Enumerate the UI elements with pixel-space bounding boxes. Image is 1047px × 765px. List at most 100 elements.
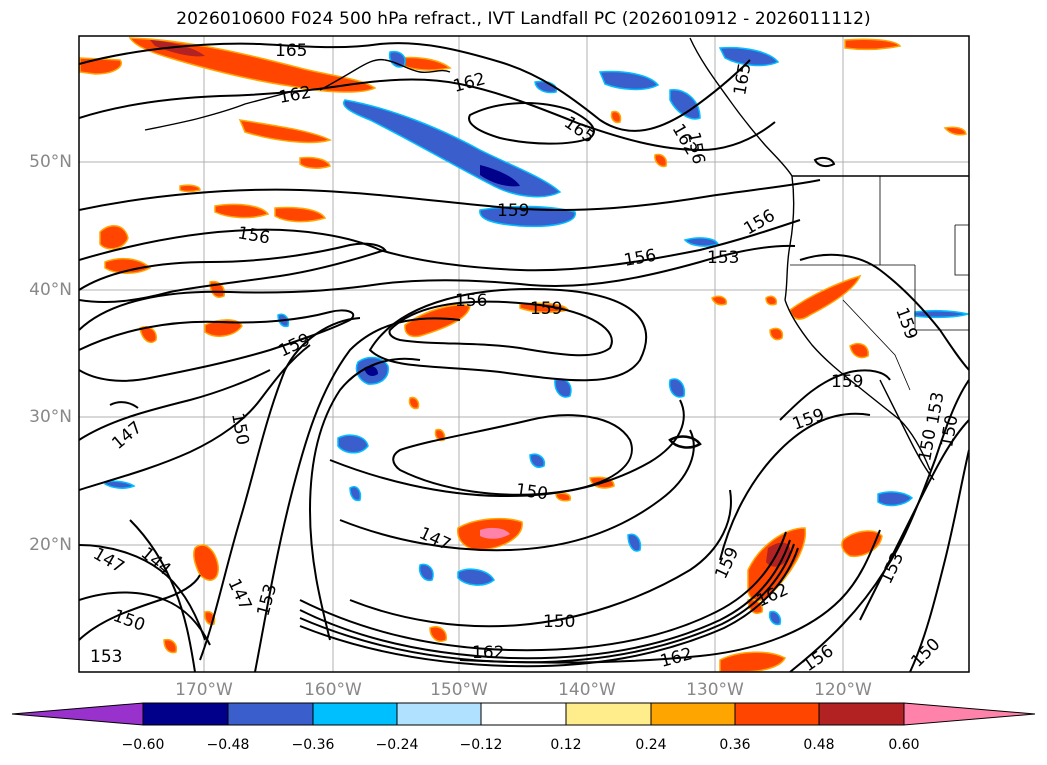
coastline-alaska xyxy=(319,58,451,91)
warm-patch xyxy=(163,638,178,654)
warm-patch xyxy=(844,38,902,51)
colorbar-tick-label: −0.24 xyxy=(375,737,419,753)
border-state xyxy=(914,265,969,331)
contour-jet-2 xyxy=(299,543,795,664)
warm-patch xyxy=(79,57,122,75)
contour-label: 165 xyxy=(730,61,755,96)
lon-label-170w: 170°W xyxy=(175,680,233,700)
lat-label-50n: 50°N xyxy=(29,152,72,172)
contour-159e xyxy=(779,369,891,421)
colorbar-tick-label: −0.12 xyxy=(459,737,503,753)
border-state xyxy=(954,224,969,276)
contour-159d xyxy=(719,412,871,561)
warm-patch xyxy=(765,295,778,306)
negative-anomaly-patches xyxy=(104,46,969,626)
cool-patch xyxy=(457,568,495,586)
contour-153 xyxy=(79,244,796,331)
cool-patch xyxy=(418,563,434,582)
lon-label-120w: 120°W xyxy=(814,680,872,700)
colorbar-bin xyxy=(480,702,567,726)
colorbar-extend-high xyxy=(903,702,1036,726)
cool-patch xyxy=(554,378,572,398)
border-state xyxy=(879,176,915,266)
warm-patch xyxy=(434,428,446,442)
contour-156b xyxy=(79,242,387,303)
cool-patch xyxy=(914,309,969,319)
colorbar-bin xyxy=(396,702,482,726)
contour-label: 150 xyxy=(543,612,575,632)
contour-150b xyxy=(909,449,969,672)
colorbar-tick-label: −0.60 xyxy=(121,737,165,753)
contour-label: 153 xyxy=(707,248,739,268)
positive-anomaly-patches xyxy=(79,37,967,672)
contour-150c xyxy=(79,591,211,646)
contour-label: 159 xyxy=(530,299,562,319)
contour-trough-3 xyxy=(308,357,421,641)
contour-jet-1 xyxy=(299,539,791,660)
contour-153c xyxy=(79,574,201,641)
warm-patch xyxy=(789,274,862,320)
cool-patch xyxy=(388,50,406,68)
warm-patch xyxy=(654,153,668,168)
warm-patch xyxy=(99,225,129,250)
warm-patch xyxy=(408,396,420,410)
contour-dash-left xyxy=(109,401,139,409)
colorbar-extend-low xyxy=(11,702,144,726)
colorbar-tick-label: 0.36 xyxy=(719,737,751,753)
lon-label-140w: 140°W xyxy=(558,680,616,700)
contour-144 xyxy=(129,519,196,672)
contour-label: 147 xyxy=(416,523,454,555)
contour-label: 150 xyxy=(227,411,252,446)
contour-trough-6 xyxy=(329,399,685,498)
contour-loop xyxy=(392,414,633,496)
coastline-baja xyxy=(879,379,935,481)
contour-trough-2 xyxy=(254,317,461,672)
plot-frame xyxy=(78,35,970,673)
contour-label: 153 xyxy=(90,647,122,667)
cool-patch xyxy=(337,434,369,454)
lon-label-160w: 160°W xyxy=(304,680,362,700)
contour-156e xyxy=(799,253,969,371)
warm-patch xyxy=(179,184,201,193)
cool-patch xyxy=(480,165,520,187)
cool-patch xyxy=(718,46,780,67)
lat-label-20n: 20°N xyxy=(29,535,72,555)
contour-label: 165 xyxy=(275,41,307,61)
colorbar-bin xyxy=(734,702,820,726)
warm-patch xyxy=(404,304,471,338)
contour-label: 156 xyxy=(236,223,271,248)
map-title: 2026010600 F024 500 hPa refract., IVT La… xyxy=(176,9,871,29)
cool-patch xyxy=(598,70,660,91)
cool-patch xyxy=(529,453,546,468)
contour-label: 162 xyxy=(472,643,504,663)
contour-label: 150 xyxy=(514,480,549,504)
warm-patch xyxy=(399,56,452,71)
warm-patch xyxy=(841,530,883,558)
coastline-ca xyxy=(784,299,931,471)
colorbar-bin xyxy=(312,702,398,726)
contour-label: 150 xyxy=(110,606,147,636)
contour-147b xyxy=(79,544,206,641)
contour-trough-1 xyxy=(199,317,361,661)
contour-label: 153 xyxy=(876,549,908,587)
height-contours xyxy=(79,42,969,672)
contour-156c xyxy=(368,288,647,382)
warm-patch xyxy=(610,110,622,124)
cool-patch xyxy=(668,378,686,398)
border-state xyxy=(842,299,911,391)
colorbar-tick-label: −0.36 xyxy=(291,737,335,753)
contour-165 xyxy=(79,42,751,132)
contour-label: 159 xyxy=(891,305,921,342)
contour-156 xyxy=(79,219,801,272)
cool-patch xyxy=(104,480,136,489)
contour-162b xyxy=(468,102,595,145)
contour-159b xyxy=(388,300,613,357)
cool-patch xyxy=(627,533,642,552)
warm-patch xyxy=(429,626,447,642)
lat-label-30n: 30°N xyxy=(29,407,72,427)
contour-159 xyxy=(79,179,821,212)
contour-label: 159 xyxy=(276,330,314,362)
contour-label: 156 xyxy=(799,641,837,676)
warm-patch xyxy=(238,119,333,144)
contour-label: 159 xyxy=(831,372,863,392)
